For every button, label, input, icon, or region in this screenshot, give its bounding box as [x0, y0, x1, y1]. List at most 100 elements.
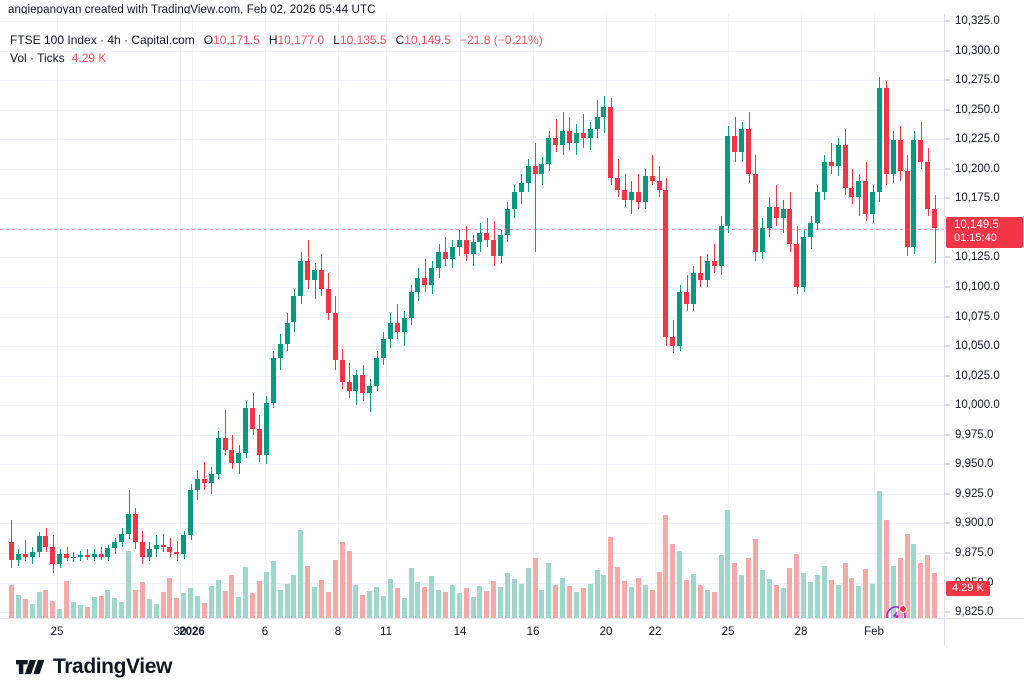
candle-body	[553, 138, 558, 146]
candle-body	[884, 88, 889, 174]
candle-body	[891, 140, 896, 174]
gridline-horizontal	[0, 435, 944, 436]
volume-bar	[615, 567, 620, 618]
volume-bar	[595, 570, 600, 618]
volume-bar	[9, 585, 14, 618]
gridline-vertical	[386, 14, 387, 618]
candle-body	[64, 554, 69, 558]
candle-body	[801, 237, 806, 288]
volume-bar	[126, 551, 131, 618]
candle-body	[133, 513, 138, 543]
volume-bar	[195, 596, 200, 618]
volume-bar	[856, 586, 861, 618]
candle-body	[236, 452, 241, 464]
price-tick-dash	[945, 50, 950, 52]
volume-bar	[836, 585, 841, 618]
volume-bar	[216, 580, 221, 618]
candle-body	[491, 239, 496, 257]
gridline-vertical	[533, 14, 534, 618]
candle-body	[374, 357, 379, 387]
tradingview-wordmark: TradingView	[53, 655, 172, 678]
high-label: H	[268, 33, 278, 47]
price-tick-dash	[945, 138, 950, 140]
candle-body	[50, 547, 55, 564]
attribution-text: angiepanoyan created with TradingView.co…	[8, 4, 376, 16]
last-price-badge[interactable]: 10,149.5 01:15:40	[946, 217, 1023, 248]
volume-bar	[464, 588, 469, 618]
gridline-vertical	[180, 14, 181, 618]
volume-bar	[250, 593, 255, 618]
gridline-horizontal	[0, 346, 944, 347]
realtime-alert-dot	[899, 605, 907, 613]
volume-bar	[898, 558, 903, 618]
volume-bar	[849, 578, 854, 618]
gridline-horizontal	[0, 317, 944, 318]
volume-bar	[519, 584, 524, 618]
candle-body	[774, 206, 779, 219]
candle-body	[539, 164, 544, 174]
volume-bar	[305, 566, 310, 618]
price-tick-dash	[945, 522, 950, 524]
candle-body	[629, 192, 634, 200]
ohlc-open: O10,171.5	[204, 32, 260, 49]
volume-bar	[918, 563, 923, 618]
candle-wick	[556, 119, 557, 153]
candle-body	[78, 555, 83, 557]
volume-bar	[526, 568, 531, 618]
volume-bar	[64, 581, 69, 618]
low-label: L	[333, 33, 340, 47]
volume-bar	[147, 599, 152, 618]
candle-body	[367, 386, 372, 394]
candle-body	[705, 261, 710, 280]
open-value: 10,171.5	[213, 33, 260, 47]
time-tick-label: 11	[380, 626, 392, 638]
candle-wick	[170, 537, 171, 557]
volume-bar	[891, 566, 896, 618]
volume-bar	[760, 570, 765, 618]
volume-bar	[57, 609, 62, 618]
volume-bar	[725, 510, 730, 618]
time-tick-label: 16	[526, 626, 540, 638]
price-tick-label: 10,250.0	[955, 103, 1000, 116]
volume-bar	[291, 575, 296, 618]
volume-bar	[567, 586, 572, 618]
volume-bar	[650, 590, 655, 618]
price-tick-dash	[945, 79, 950, 81]
candle-body	[725, 135, 730, 226]
candle-wick	[315, 263, 316, 299]
candle-body	[650, 175, 655, 181]
gridline-horizontal	[0, 405, 944, 406]
chart-pane[interactable]: FTSE 100 Index · 4h · Capital.com O10,17…	[0, 14, 944, 618]
candle-body	[808, 223, 813, 238]
candle-body	[849, 187, 854, 198]
gridline-horizontal	[0, 21, 944, 22]
price-axis[interactable]: 10,149.5 01:15:40 4.29 K 10,325.0 10,300.…	[944, 14, 1024, 618]
volume-bar	[133, 590, 138, 618]
volume-bar	[209, 586, 214, 618]
volume-bar	[560, 578, 565, 618]
gridline-horizontal	[0, 257, 944, 258]
price-tick-label: 10,025.0	[955, 369, 1000, 382]
candle-body	[643, 175, 648, 202]
candle-body	[450, 246, 455, 259]
candle-body	[622, 190, 627, 200]
candle-wick	[714, 244, 715, 273]
volume-bar	[932, 573, 937, 618]
candle-body	[712, 261, 717, 266]
candle-body	[285, 322, 290, 344]
realtime-status-icon[interactable]	[885, 605, 907, 618]
volume-bar	[30, 604, 35, 618]
candle-wick	[397, 303, 398, 340]
volume-bar	[829, 580, 834, 618]
candle-body	[140, 542, 145, 557]
gridline-horizontal	[0, 198, 944, 199]
candle-body	[16, 554, 21, 561]
volume-bar	[340, 542, 345, 618]
gridline-horizontal	[0, 583, 944, 584]
candle-wick	[852, 168, 853, 205]
volume-bar	[657, 572, 662, 618]
candle-body	[753, 173, 758, 252]
candle-body	[925, 161, 930, 209]
volume-bar	[581, 588, 586, 618]
time-axis[interactable]: 25 30 2026 6 8 11 14 16 20 22 25 28 Feb	[0, 618, 944, 647]
